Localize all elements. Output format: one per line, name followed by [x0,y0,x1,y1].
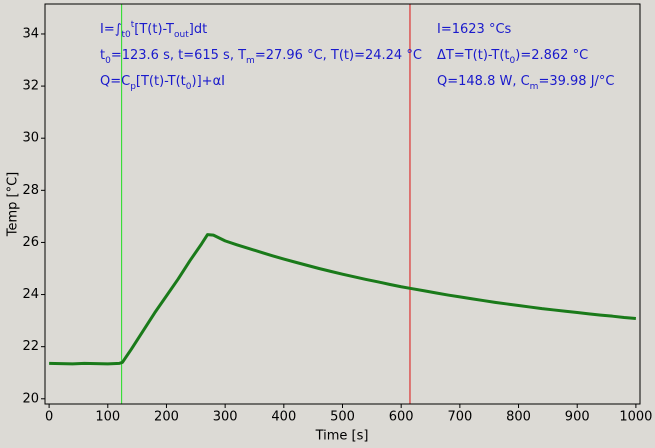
annotation-part: )]+αI [192,74,225,89]
y-tick-label: 30 [22,131,39,146]
annotation-part: 0 [186,82,192,92]
plot-frame [44,3,641,405]
y-tick-label: 22 [22,339,39,354]
annotation-part: [T(t)-T [134,22,174,37]
x-tick-label: 0 [45,410,53,425]
y-tick-label: 32 [22,79,39,94]
annotation-part: t [100,48,105,63]
annotation-part: =39.98 J/°C [538,74,614,89]
x-tick-label: 500 [330,410,355,425]
annotation-part: ΔT=T(t)-T(t [437,48,510,63]
annotation-part: 0 [105,56,111,66]
annotation-part: m [530,82,539,92]
annotation: t0=123.6 s, t=615 s, Tm=27.96 °C, T(t)=2… [100,48,422,66]
y-tick-label: 26 [22,235,39,250]
annotation-part: =123.6 s, t=615 s, T [111,48,246,63]
annotation-part: 0 [510,56,516,66]
annotation-part: m [246,56,255,66]
y-tick-label: 28 [22,183,39,198]
x-tick-label: 300 [213,410,238,425]
x-tick-label: 400 [271,410,296,425]
annotation-part: t0 [122,30,132,40]
y-tick-label: 24 [22,287,39,302]
y-axis-label: Temp [°C] [6,172,21,238]
annotation-part: [T(t)-T(t [136,74,186,89]
annotation: ΔT=T(t)-T(t0)=2.862 °C [437,48,588,66]
annotation: I=1623 °Cs [437,22,512,37]
x-tick-label: 200 [154,410,179,425]
x-tick-label: 600 [389,410,414,425]
x-tick-label: 1000 [619,410,652,425]
annotation-part: p [130,82,136,92]
annotation-part: t [131,20,135,30]
x-tick-label: 100 [95,410,120,425]
x-axis-label: Time [s] [315,429,369,444]
annotation-part: ]dt [189,22,207,37]
annotation-part: Q=148.8 W, C [437,74,530,89]
data-line [49,233,637,366]
annotation-part: )=2.862 °C [515,48,588,63]
y-tick-label: 20 [22,391,39,406]
annotation-part: I=1623 °Cs [437,22,512,37]
x-tick-label: 700 [447,410,472,425]
annotation-part: I=∫ [100,22,122,37]
annotation: Q=148.8 W, Cm=39.98 J/°C [437,74,615,92]
x-tick-label: 900 [565,410,590,425]
annotation-part: out [174,30,189,40]
x-tick-label: 800 [506,410,531,425]
annotation: Q=Cp[T(t)-T(t0)]+αI [100,74,225,92]
annotation-part: Q=C [100,74,130,89]
y-tick-label: 34 [22,26,39,41]
annotation: I=∫t0t[T(t)-Tout]dt [100,20,207,40]
annotation-part: =27.96 °C, T(t)=24.24 °C [255,48,422,63]
plot-area [45,4,640,404]
